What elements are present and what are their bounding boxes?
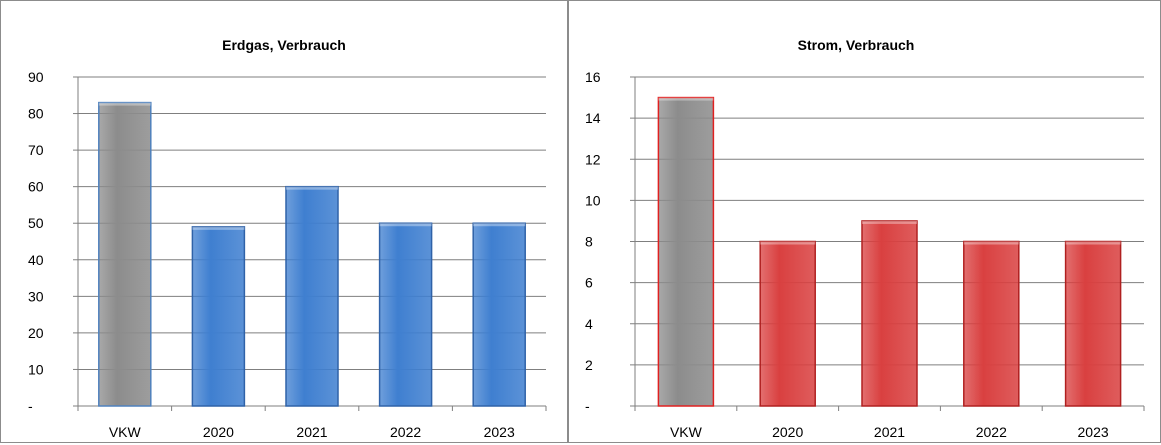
y-tick-label: 30	[28, 288, 44, 304]
y-tick-label: 50	[28, 215, 44, 231]
bar-2021	[285, 185, 339, 407]
bar-vkw	[657, 96, 715, 407]
x-tick-label: 2023	[1078, 424, 1109, 440]
y-tick-label: -	[585, 398, 590, 414]
chart-title: Erdgas, Verbrauch	[222, 37, 346, 53]
y-tick-label: 20	[28, 325, 44, 341]
bar-cap	[286, 186, 338, 190]
y-tick-label: 70	[28, 142, 44, 158]
y-tick-label: 2	[585, 357, 593, 373]
y-tick-label: 80	[28, 106, 44, 122]
y-tick-label: 8	[585, 234, 593, 250]
bar-cap	[862, 220, 917, 224]
bar-cap	[963, 241, 1019, 245]
bar-cap	[98, 102, 151, 106]
chart-title: Strom, Verbrauch	[798, 37, 915, 53]
erdgas-chart: Erdgas, Verbrauch - 10 20 30 40 50 60 70 80 90 VKW 2…	[28, 37, 547, 440]
y-tick-label: 40	[28, 252, 44, 268]
y-tick-label: 6	[585, 275, 593, 291]
x-tick-label: VKW	[670, 424, 703, 440]
y-tick-label: 10	[585, 192, 601, 208]
bar-2021	[861, 220, 918, 407]
bar-2022	[963, 240, 1020, 407]
y-tick-label: -	[28, 398, 33, 414]
bar-2023	[1064, 240, 1122, 407]
bar-2022	[378, 222, 433, 407]
y-tick-label: 10	[28, 361, 44, 377]
bar-cap	[473, 223, 526, 227]
x-tick-label: 2023	[484, 424, 515, 440]
y-tick-label: 16	[585, 69, 601, 85]
bar-2023	[472, 222, 526, 407]
x-tick-label: VKW	[109, 424, 142, 440]
bar-cap	[658, 97, 714, 101]
x-tick-label: 2020	[772, 424, 803, 440]
bar-2020	[759, 240, 816, 407]
x-tick-label: 2020	[203, 424, 234, 440]
strom-chart: Strom, Verbrauch - 2 4 6 8 10 12 14 16 VKW 2020 2021…	[585, 37, 1145, 440]
strom-chart-panel: Strom, Verbrauch - 2 4 6 8 10 12 14 16 VKW 2020 2021…	[568, 0, 1161, 443]
y-tick-label: 60	[28, 179, 44, 195]
y-tick-label: 90	[28, 69, 44, 85]
bar-cap	[379, 223, 432, 227]
y-tick-label: 14	[585, 110, 601, 126]
y-tick-label: 4	[585, 316, 593, 332]
y-tick-label: 12	[585, 151, 601, 167]
x-tick-label: 2021	[296, 424, 327, 440]
bar-cap	[1065, 241, 1121, 245]
erdgas-chart-panel: Erdgas, Verbrauch - 10 20 30 40 50 60 70 80 90 VKW 2…	[0, 0, 568, 443]
bar-cap	[192, 226, 245, 230]
x-tick-label: 2022	[976, 424, 1007, 440]
x-tick-label: 2021	[874, 424, 905, 440]
bar-cap	[760, 241, 816, 245]
x-tick-label: 2022	[390, 424, 421, 440]
bar-vkw	[98, 101, 152, 407]
bar-2020	[191, 226, 246, 407]
